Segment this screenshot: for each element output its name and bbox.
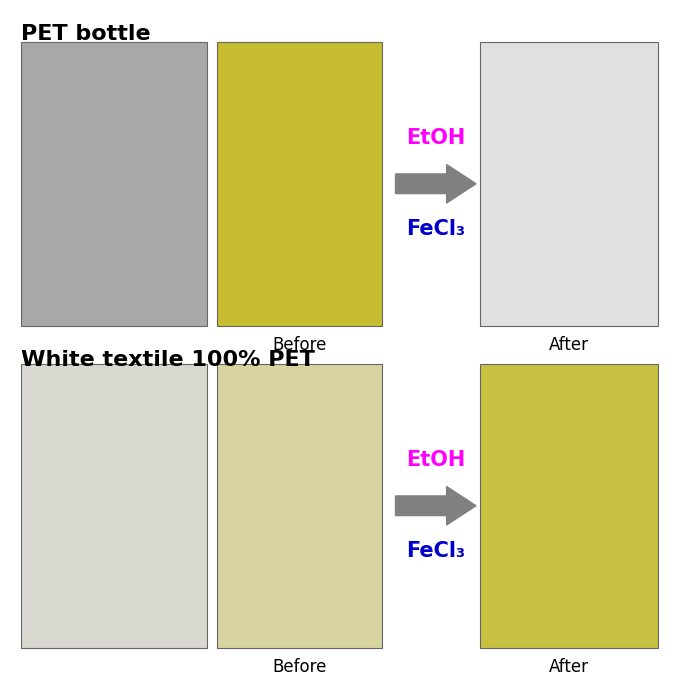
Text: PET bottle: PET bottle [21,25,150,45]
Bar [480,42,658,326]
Text: EtOH: EtOH [406,450,465,470]
Text: FeCl₃: FeCl₃ [406,219,465,239]
Text: EtOH: EtOH [406,128,465,148]
Text: FeCl₃: FeCl₃ [406,541,465,561]
Text: Before: Before [272,336,326,354]
Text: After: After [549,658,589,676]
Bar [217,364,382,648]
Polygon shape [395,164,476,203]
Polygon shape [395,486,476,525]
Bar [21,364,206,648]
Bar [480,364,658,648]
Bar [217,42,382,326]
Bar [21,42,206,326]
Text: White textile 100% PET: White textile 100% PET [21,350,315,370]
Text: Before: Before [272,658,326,676]
Text: After: After [549,336,589,354]
